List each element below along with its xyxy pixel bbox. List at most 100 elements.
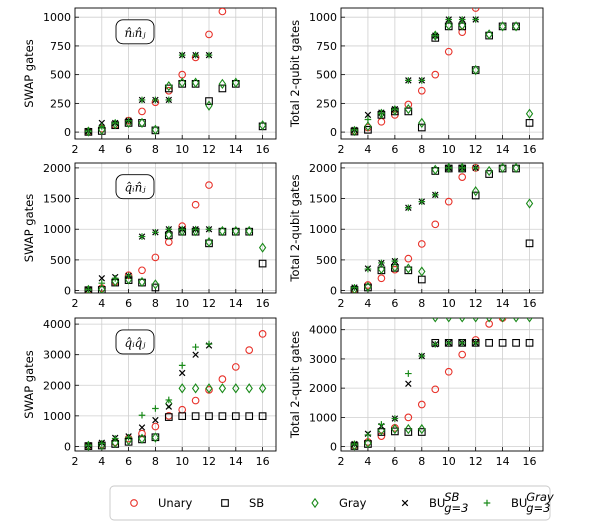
y-tick-label: 250: [50, 97, 71, 110]
data-point: [418, 77, 426, 84]
data-point: [512, 338, 520, 347]
y-tick-label: 4000: [309, 324, 337, 337]
data-point: [525, 239, 534, 248]
data-point: [404, 413, 413, 422]
data-point: [205, 236, 213, 248]
data-point: [404, 107, 413, 116]
x-tick-label: 8: [418, 143, 425, 156]
data-point: [152, 228, 159, 236]
data-point: [178, 362, 186, 369]
data-point: [152, 416, 159, 424]
data-point: [232, 225, 240, 237]
data-point: [205, 30, 213, 39]
x-tick-label: 16: [256, 143, 270, 156]
data-point: [191, 412, 200, 420]
x-tick-label: 16: [256, 297, 270, 310]
data-point: [205, 100, 213, 111]
data-point: [245, 383, 253, 394]
series-unary: [350, 164, 480, 293]
data-point: [232, 383, 240, 394]
data-point: [431, 70, 440, 79]
data-point: [98, 124, 106, 135]
data-point: [111, 276, 119, 287]
data-point: [418, 117, 426, 129]
x-tick-label: 8: [152, 297, 159, 310]
data-point: [391, 423, 399, 435]
data-point: [525, 198, 534, 209]
data-point: [245, 412, 254, 420]
data-point: [444, 367, 453, 376]
data-point: [485, 318, 493, 323]
data-point: [85, 441, 92, 449]
data-point: [364, 121, 372, 132]
x-tick-label: 12: [202, 297, 216, 310]
series-gray: [350, 318, 533, 451]
data-point: [445, 318, 452, 323]
x-tick-label: 2: [338, 143, 345, 156]
x-tick-label: 10: [175, 455, 189, 468]
legend-label: BU: [511, 496, 527, 510]
legend-marker: [221, 499, 229, 507]
data-point: [431, 220, 440, 229]
y-tick-label: 0: [330, 126, 337, 139]
data-point: [218, 78, 227, 89]
x-tick-label: 12: [469, 455, 483, 468]
data-point: [218, 8, 227, 16]
data-point: [245, 225, 253, 237]
data-point: [164, 413, 173, 421]
y-tick-label: 500: [316, 69, 337, 82]
x-tick-label: 4: [98, 297, 105, 310]
y-axis-label: SWAP gates: [22, 194, 36, 262]
legend-entry: SB: [221, 496, 264, 510]
data-point: [458, 339, 466, 347]
operator-annotation: q̂ᵢn̂ⱼ: [125, 181, 147, 195]
y-tick-label: 1000: [309, 11, 337, 24]
series-bu-gray: [85, 225, 213, 293]
data-point: [138, 429, 146, 438]
data-point: [111, 274, 119, 282]
data-point: [165, 403, 173, 410]
y-tick-label: 0: [64, 126, 71, 139]
data-point: [84, 126, 93, 137]
data-point: [485, 170, 493, 178]
data-point: [98, 440, 106, 447]
data-point: [377, 274, 386, 283]
series-bu-gray: [85, 340, 213, 449]
series-bu-sb: [85, 226, 213, 293]
legend-label: SB: [249, 496, 264, 510]
data-point: [125, 272, 132, 280]
data-point: [178, 77, 186, 88]
data-point: [191, 383, 200, 394]
y-tick-label: 1000: [309, 223, 337, 236]
series-unary: [350, 318, 507, 450]
series-sb: [84, 227, 267, 293]
data-point: [417, 400, 426, 409]
x-tick-label: 10: [175, 143, 189, 156]
x-tick-label: 2: [338, 297, 345, 310]
x-tick-label: 4: [364, 297, 371, 310]
data-point: [512, 163, 520, 174]
data-point: [111, 437, 119, 448]
data-point: [191, 77, 200, 88]
legend-entry: Unary: [130, 496, 192, 510]
data-point: [151, 253, 160, 262]
x-tick-label: 12: [469, 143, 483, 156]
data-point: [471, 186, 480, 197]
y-axis-label: SWAP gates: [22, 39, 36, 107]
data-point: [258, 259, 267, 268]
data-point: [405, 204, 412, 212]
data-point: [218, 412, 227, 420]
data-point: [431, 385, 440, 394]
x-tick-label: 12: [469, 297, 483, 310]
data-points: [350, 318, 534, 451]
data-point: [111, 435, 119, 442]
y-tick-label: 750: [316, 40, 337, 53]
data-point: [151, 124, 160, 135]
data-point: [458, 350, 467, 359]
data-point: [98, 123, 106, 130]
data-point: [498, 163, 507, 174]
data-point: [417, 428, 426, 436]
x-tick-label: 12: [202, 143, 216, 156]
data-point: [125, 117, 132, 124]
